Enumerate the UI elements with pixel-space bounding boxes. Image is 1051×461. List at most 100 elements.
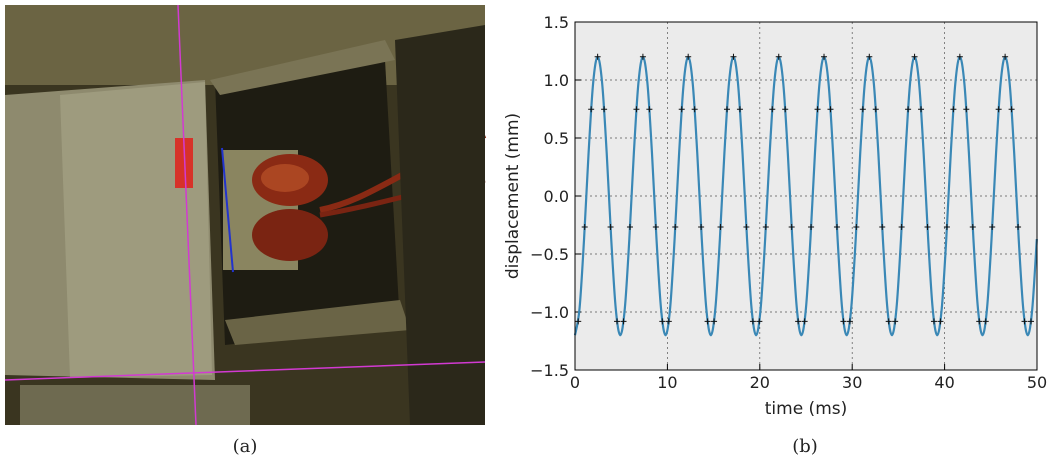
data-point bbox=[963, 106, 970, 113]
data-point bbox=[950, 106, 957, 113]
data-point bbox=[866, 53, 873, 60]
marker-points bbox=[175, 138, 193, 188]
data-point bbox=[814, 106, 821, 113]
data-point bbox=[827, 106, 834, 113]
coil bbox=[252, 209, 328, 261]
data-point bbox=[885, 318, 892, 325]
data-point bbox=[756, 318, 763, 325]
caption: (a) bbox=[233, 436, 258, 457]
data-point bbox=[989, 223, 996, 230]
data-point bbox=[723, 106, 730, 113]
data-point bbox=[930, 318, 937, 325]
x-tick-label: 20 bbox=[750, 373, 770, 392]
data-point bbox=[872, 106, 879, 113]
data-point bbox=[995, 106, 1002, 113]
caption: (b) bbox=[792, 436, 818, 457]
data-point bbox=[639, 53, 646, 60]
data-point bbox=[956, 53, 963, 60]
data-point bbox=[711, 318, 718, 325]
x-tick-label: 0 bbox=[570, 373, 580, 392]
data-point bbox=[685, 53, 692, 60]
data-point bbox=[1027, 318, 1034, 325]
data-point bbox=[698, 223, 705, 230]
data-point bbox=[594, 53, 601, 60]
data-point bbox=[607, 223, 614, 230]
data-point bbox=[1008, 106, 1015, 113]
data-point bbox=[672, 223, 679, 230]
data-point bbox=[853, 223, 860, 230]
y-tick-label: −1.5 bbox=[530, 361, 569, 380]
data-point bbox=[918, 106, 925, 113]
data-point bbox=[626, 223, 633, 230]
data-point bbox=[601, 106, 608, 113]
y-axis-label: displacement (mm) bbox=[503, 113, 523, 279]
data-point bbox=[924, 223, 931, 230]
data-point bbox=[749, 318, 756, 325]
data-point bbox=[633, 106, 640, 113]
x-tick-label: 50 bbox=[1027, 373, 1047, 392]
data-point bbox=[821, 53, 828, 60]
data-point bbox=[620, 318, 627, 325]
data-point bbox=[801, 318, 808, 325]
metal-face bbox=[60, 82, 212, 378]
data-point bbox=[659, 318, 666, 325]
data-point bbox=[905, 106, 912, 113]
data-point bbox=[769, 106, 776, 113]
y-tick-label: 1.0 bbox=[544, 71, 569, 90]
housing-bottom bbox=[225, 300, 410, 345]
data-point bbox=[730, 53, 737, 60]
y-tick-label: −1.0 bbox=[530, 303, 569, 322]
data-point bbox=[846, 318, 853, 325]
photo-right bbox=[395, 25, 485, 425]
data-point bbox=[859, 106, 866, 113]
data-point bbox=[665, 318, 672, 325]
data-point bbox=[736, 106, 743, 113]
data-point bbox=[976, 318, 983, 325]
data-point bbox=[937, 318, 944, 325]
data-point bbox=[614, 318, 621, 325]
photo-base bbox=[20, 385, 250, 425]
data-point bbox=[678, 106, 685, 113]
y-tick-label: 0.0 bbox=[544, 187, 569, 206]
data-point bbox=[762, 223, 769, 230]
data-point bbox=[969, 223, 976, 230]
x-tick-label: 30 bbox=[842, 373, 862, 392]
data-point bbox=[1015, 223, 1022, 230]
x-tick-label: 40 bbox=[934, 373, 954, 392]
data-point bbox=[782, 106, 789, 113]
guide-line bbox=[4, 361, 486, 381]
data-point bbox=[575, 318, 582, 325]
y-tick-label: 0.5 bbox=[544, 129, 569, 148]
data-point bbox=[898, 223, 905, 230]
data-point bbox=[879, 223, 886, 230]
data-point bbox=[943, 223, 950, 230]
x-axis-label: time (ms) bbox=[765, 399, 848, 419]
data-point bbox=[717, 223, 724, 230]
data-point bbox=[911, 53, 918, 60]
data-point bbox=[788, 223, 795, 230]
data-point bbox=[982, 318, 989, 325]
data-point bbox=[833, 223, 840, 230]
data-point bbox=[704, 318, 711, 325]
plot-frame bbox=[574, 21, 1038, 371]
guide-line bbox=[177, 4, 197, 426]
measure-line bbox=[221, 147, 234, 273]
data-point bbox=[581, 223, 588, 230]
y-tick-label: −0.5 bbox=[530, 245, 569, 264]
data-point bbox=[795, 318, 802, 325]
data-point bbox=[646, 106, 653, 113]
data-point bbox=[1002, 53, 1009, 60]
data-point bbox=[840, 318, 847, 325]
data-point bbox=[588, 106, 595, 113]
housing-top bbox=[210, 40, 395, 95]
data-point bbox=[743, 223, 750, 230]
data-point bbox=[775, 53, 782, 60]
data-point bbox=[652, 223, 659, 230]
data-point bbox=[892, 318, 899, 325]
data-point bbox=[691, 106, 698, 113]
x-tick-label: 10 bbox=[657, 373, 677, 392]
data-point bbox=[1021, 318, 1028, 325]
coil-highlight bbox=[261, 164, 309, 192]
